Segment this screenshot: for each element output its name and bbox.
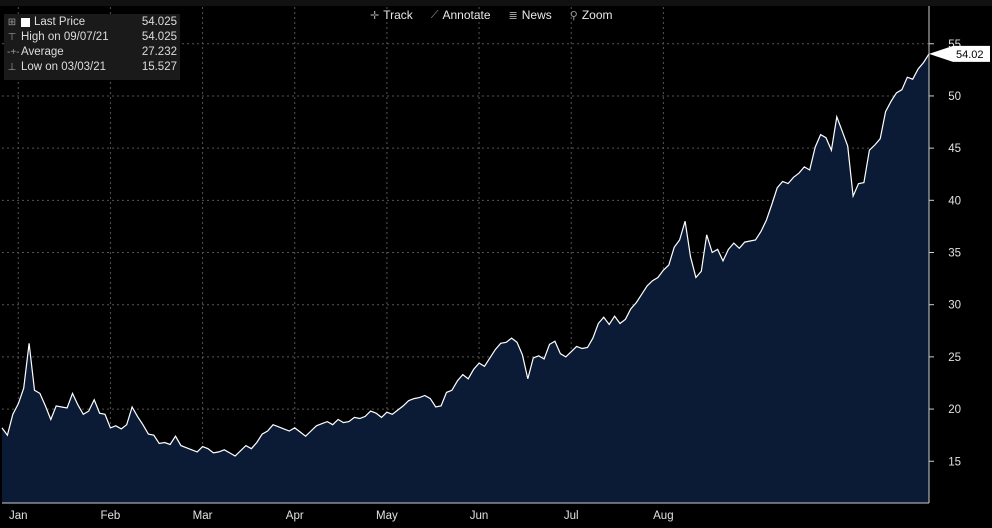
- x-tick-label: Feb: [101, 510, 121, 522]
- zoom-button[interactable]: ⚲ Zoom: [566, 6, 617, 24]
- y-tick-label: 20: [948, 404, 961, 416]
- annotate-button[interactable]: ⟋ Annotate: [427, 6, 495, 24]
- pencil-icon: ⟋: [430, 8, 439, 21]
- high-marker-icon: ⊤: [7, 32, 17, 43]
- last-price-tag-shape: [929, 45, 990, 62]
- y-tick-label: 25: [948, 352, 961, 364]
- average-line-icon: -+-: [7, 47, 20, 58]
- zoom-label: Zoom: [581, 8, 613, 22]
- expand-icon: ⊞: [7, 17, 17, 28]
- legend-row-high[interactable]: ⊤ High on 09/07/21 54.025: [7, 30, 177, 45]
- magnifier-icon: ⚲: [569, 9, 578, 22]
- annotate-label: Annotate: [442, 8, 491, 22]
- y-tick-label: 30: [948, 300, 961, 312]
- grid-lines: [2, 2, 929, 503]
- low-value: 15.527: [141, 61, 177, 73]
- average-label: Average: [21, 46, 64, 58]
- last-price-tag: 54.02: [929, 45, 990, 62]
- crosshair-icon: ✛: [370, 9, 380, 22]
- last-price-value: 54.025: [141, 16, 177, 28]
- x-tick-label: Apr: [286, 510, 304, 522]
- y-tick-label: 15: [948, 456, 961, 468]
- legend-panel: ⊞ Last Price 54.025 ⊤ High on 09/07/21 54.…: [4, 14, 180, 80]
- low-marker-icon: ⊥: [7, 62, 17, 73]
- x-tick-label: Mar: [193, 510, 213, 522]
- y-tick-label: 45: [948, 143, 961, 155]
- x-tick-label: Aug: [653, 510, 673, 522]
- x-tick-label: May: [376, 510, 398, 522]
- track-button[interactable]: ✛ Track: [366, 6, 417, 24]
- last-price-swatch: [21, 18, 30, 27]
- news-label: News: [521, 8, 552, 22]
- last-price-label: Last Price: [34, 16, 86, 28]
- legend-row-average[interactable]: -+- Average 27.232: [7, 45, 177, 60]
- x-tick-label: Jul: [564, 510, 579, 522]
- y-tick-label: 35: [948, 248, 961, 260]
- x-tick-label: Jun: [470, 510, 489, 522]
- x-axis: Jan Feb Mar Apr May Jun Jul Aug: [9, 510, 674, 522]
- last-price-tag-text: 54.02: [956, 49, 984, 61]
- price-area: [2, 53, 929, 504]
- legend-row-low[interactable]: ⊥ Low on 03/03/21 15.527: [7, 60, 177, 75]
- high-label: High on 09/07/21: [21, 31, 109, 43]
- average-value: 27.232: [141, 46, 177, 58]
- news-icon: ≣: [508, 9, 518, 22]
- top-toolbar-strip: [0, 0, 992, 6]
- legend-row-last-price[interactable]: ⊞ Last Price 54.025: [7, 15, 177, 30]
- low-label: Low on 03/03/21: [21, 61, 107, 73]
- track-label: Track: [383, 8, 413, 22]
- price-line: [1, 53, 930, 457]
- x-tick-label: Jan: [9, 510, 28, 522]
- y-tick-label: 40: [948, 195, 961, 207]
- chart-toolbar: ✛ Track ⟋ Annotate ≣ News ⚲ Zoom: [366, 5, 617, 25]
- y-tick-label: 50: [948, 91, 961, 103]
- high-value: 54.025: [141, 31, 177, 43]
- news-button[interactable]: ≣ News: [505, 6, 556, 24]
